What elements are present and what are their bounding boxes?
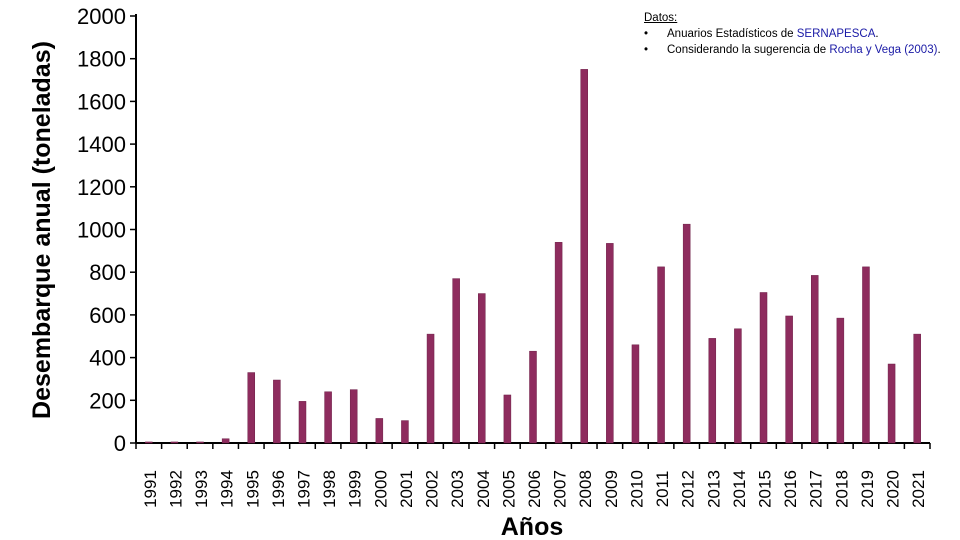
bar-2012 [682, 223, 691, 444]
y-tick-label: 2000 [77, 4, 126, 29]
x-tick-label: 2001 [397, 470, 416, 508]
y-axis: 0 200 400 600 800 1000 1200 1400 1600 1800 2000 [77, 4, 137, 456]
bar-2006 [529, 350, 537, 444]
note-punct: . [937, 44, 941, 56]
bar-2010 [631, 344, 640, 444]
bar-2004 [478, 293, 486, 444]
x-tick-label: 2019 [858, 470, 877, 508]
y-tick-label: 1000 [77, 218, 126, 243]
x-tick-label: 1992 [166, 470, 185, 508]
x-tick-label: 1997 [294, 470, 313, 508]
x-tick-label: 2003 [448, 470, 467, 508]
bar-2008 [580, 69, 588, 444]
bar-1999 [349, 389, 358, 444]
y-tick-label: 800 [89, 260, 126, 285]
bar-2013 [708, 338, 717, 444]
rocha-vega-link[interactable]: Rocha y Vega (2003) [829, 44, 938, 56]
y-tick-label: 1400 [77, 132, 126, 157]
x-tick-label: 2020 [884, 470, 903, 508]
sernapesca-link[interactable]: SERNAPESCA [796, 28, 876, 40]
bar-2009 [606, 243, 614, 444]
bar-2018 [836, 317, 845, 444]
y-axis-label: Desembarque anual (toneladas) [28, 41, 56, 419]
bar-2015 [759, 292, 768, 444]
x-tick-label: 1995 [243, 470, 262, 508]
note-text: Anuarios Estadísticos de [667, 28, 797, 40]
bar-2016 [785, 315, 793, 444]
x-axis-label: Años [501, 513, 564, 540]
y-tick-label: 400 [89, 346, 126, 371]
x-tick-label: 2013 [704, 470, 723, 508]
note-text: Considerando la sugerencia de [667, 44, 830, 56]
note-item-rocha-vega: • Considerando la sugerencia de Rocha y V… [644, 42, 941, 58]
bar-2001 [401, 420, 409, 444]
x-tick-label: 2012 [679, 470, 698, 508]
x-tick-label: 1999 [346, 470, 365, 508]
x-tick-label: 2008 [576, 470, 595, 508]
y-tick-label: 1800 [77, 47, 126, 72]
x-tick-label: 2015 [756, 470, 775, 508]
data-source-note: Datos: • Anuarios Estadísticos de SERNAPE… [644, 10, 941, 58]
bar-1993 [196, 441, 204, 444]
x-tick-label: 2018 [832, 470, 851, 508]
bar-2002 [426, 333, 435, 444]
bar-2003 [452, 278, 460, 444]
y-tick-label: 600 [89, 303, 126, 328]
bar-2020 [887, 363, 896, 444]
bar-2019 [862, 266, 870, 444]
bar-2007 [554, 242, 563, 444]
x-tick-label: 2017 [807, 470, 826, 508]
bar-2017 [810, 275, 819, 444]
y-tick-label: 0 [114, 431, 126, 456]
y-tick-label: 1600 [77, 89, 126, 114]
x-tick-label: 2000 [371, 470, 390, 508]
x-tick-label: 1998 [320, 470, 339, 508]
x-tick-label: 1991 [141, 470, 160, 508]
x-tick-label: 2002 [423, 470, 442, 508]
x-tick-label: 1996 [269, 470, 288, 508]
bar-2021 [913, 333, 921, 444]
bar-1998 [324, 391, 332, 444]
bar-2014 [734, 328, 742, 444]
x-tick-label: 2005 [499, 470, 518, 508]
bar-1994 [221, 438, 230, 444]
bar-1996 [273, 379, 281, 444]
bar-2005 [503, 394, 512, 444]
bar-2011 [657, 266, 665, 444]
x-tick-label: 1994 [218, 470, 237, 508]
x-tick-label: 2021 [909, 470, 928, 508]
x-tick-label: 2009 [602, 470, 621, 508]
bar-1991 [145, 441, 153, 444]
note-item-sernapesca: • Anuarios Estadísticos de SERNAPESCA. [644, 26, 941, 42]
x-tick-label: 2004 [474, 470, 493, 508]
y-tick-label: 1200 [77, 175, 126, 200]
bar-1997 [298, 401, 307, 444]
note-punct: . [875, 28, 879, 40]
y-tick-label: 200 [89, 388, 126, 413]
x-tick-label: 2016 [781, 470, 800, 508]
x-axis: 1991 1992 1993 1994 1995 1996 1997 1998 1999 2000… [135, 442, 931, 508]
bullet-icon: • [644, 44, 649, 56]
x-tick-label: 2007 [551, 470, 570, 508]
x-tick-label: 2014 [730, 470, 749, 508]
bullet-icon: • [644, 28, 649, 40]
x-tick-label: 2010 [627, 470, 646, 508]
bar-1995 [247, 372, 256, 444]
bar-2000 [375, 418, 384, 444]
bars-group [145, 69, 921, 444]
x-tick-label: 2011 [653, 471, 672, 508]
x-tick-label: 1993 [192, 470, 211, 508]
x-tick-label: 2006 [525, 470, 544, 508]
bar-1992 [170, 441, 179, 444]
note-title: Datos: [644, 12, 678, 24]
